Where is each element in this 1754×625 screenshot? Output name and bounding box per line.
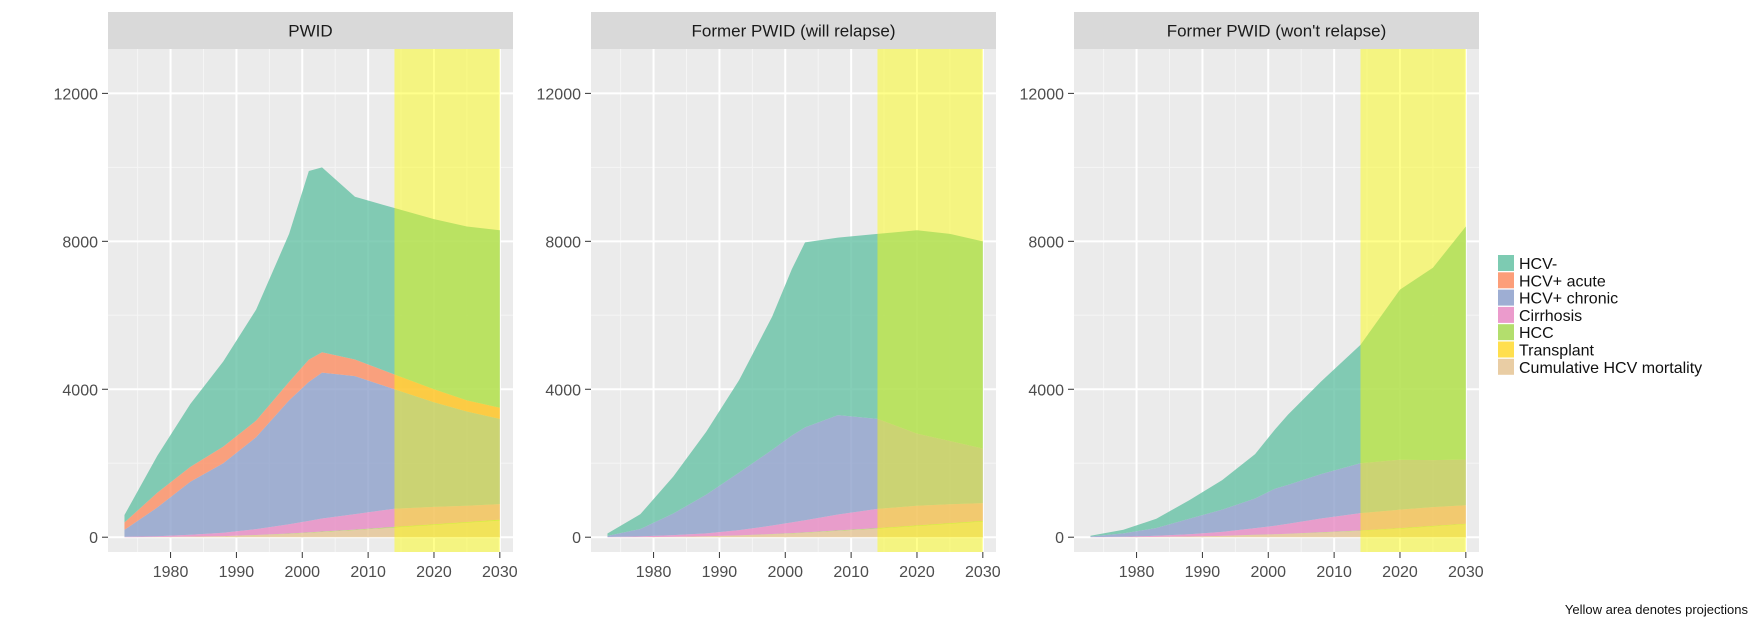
y-tick-label: 12000 — [54, 86, 99, 103]
x-tick-label: 2010 — [350, 564, 386, 581]
area-cirrhosis — [124, 504, 500, 538]
projection-overlay — [394, 49, 500, 552]
y-tick-label: 4000 — [1028, 382, 1064, 399]
x-tick-label: 2010 — [1316, 564, 1352, 581]
x-tick-label: 2000 — [767, 564, 803, 581]
legend-key — [1498, 324, 1514, 341]
y-tick-label: 12000 — [1020, 86, 1065, 103]
x-tick-label: 2020 — [416, 564, 452, 581]
area-hcv-chronic — [124, 372, 500, 537]
x-tick-label: 1990 — [1185, 564, 1221, 581]
facet-panel-1: PWID 0 4000 8000 12000 1980 1990 2000 2010 2020 20… — [54, 12, 518, 581]
facet-strip — [108, 12, 513, 49]
legend-item: HCC — [1498, 324, 1554, 342]
area-cumulative-hcv-mortality — [1090, 524, 1466, 538]
area-hcv-chronic — [1090, 459, 1466, 538]
x-tick-label: 2030 — [482, 564, 518, 581]
legend-item: Transplant — [1498, 341, 1595, 360]
y-tick-label: 0 — [1055, 530, 1064, 547]
y-tick-label: 4000 — [545, 382, 581, 399]
x-tick-label: 2030 — [965, 564, 1001, 581]
facet-title: PWID — [288, 22, 332, 41]
x-tick-label: 1980 — [1119, 564, 1155, 581]
legend-key — [1498, 289, 1514, 306]
legend-item: Cirrhosis — [1498, 306, 1582, 325]
x-tick-label: 2020 — [899, 564, 935, 581]
area-hcv — [124, 167, 500, 523]
legend-label: Transplant — [1519, 343, 1595, 360]
legend-item: HCV+ chronic — [1498, 289, 1618, 308]
projection-caption: Yellow area denotes projections — [1565, 602, 1749, 617]
legend-label: HCV+ chronic — [1519, 291, 1618, 308]
legend-label: HCV+ acute — [1519, 273, 1606, 290]
facet-panel-2: Former PWID (will relapse) 0 4000 8000 12000… — [537, 12, 1001, 581]
legend-label: HCV- — [1519, 256, 1557, 273]
x-tick-label: 2010 — [833, 564, 869, 581]
area-hcv — [607, 230, 983, 536]
x-tick-label: 1980 — [636, 564, 672, 581]
x-tick-label: 2030 — [1448, 564, 1484, 581]
x-tick-label: 1990 — [702, 564, 738, 581]
legend-item: HCV+ acute — [1498, 272, 1606, 290]
area-cirrhosis — [607, 503, 983, 538]
y-tick-label: 4000 — [62, 382, 98, 399]
facet-panel-3: Former PWID (won't relapse) 0 4000 8000 1200… — [1020, 12, 1484, 581]
y-tick-label: 8000 — [62, 234, 98, 251]
y-tick-label: 8000 — [545, 234, 581, 251]
facet-title: Former PWID (will relapse) — [691, 22, 895, 41]
area-cirrhosis — [1090, 505, 1466, 538]
x-tick-label: 1980 — [153, 564, 189, 581]
y-tick-label: 0 — [89, 530, 98, 547]
legend-label: HCC — [1519, 325, 1554, 342]
x-tick-label: 2000 — [284, 564, 320, 581]
y-tick-label: 12000 — [537, 86, 582, 103]
projection-overlay — [1360, 49, 1466, 552]
facet-strip — [1074, 12, 1479, 49]
x-tick-label: 2020 — [1382, 564, 1418, 581]
legend-item: Cumulative HCV mortality — [1498, 358, 1702, 377]
area-cumulative-hcv-mortality — [607, 521, 983, 538]
legend-key — [1498, 341, 1514, 358]
legend-key — [1498, 272, 1514, 289]
y-tick-label: 8000 — [1028, 234, 1064, 251]
x-tick-label: 2000 — [1250, 564, 1286, 581]
legend-key — [1498, 255, 1514, 271]
area-hcv — [1090, 226, 1466, 537]
legend-key — [1498, 358, 1514, 375]
area-cumulative-hcv-mortality — [124, 520, 500, 538]
legend-label: Cirrhosis — [1519, 308, 1582, 325]
y-tick-label: 0 — [572, 530, 581, 547]
projection-overlay — [877, 49, 983, 552]
x-tick-label: 1990 — [219, 564, 255, 581]
legend-key — [1498, 306, 1514, 323]
facet-strip — [591, 12, 996, 49]
facet-title: Former PWID (won't relapse) — [1167, 22, 1387, 41]
legend-label: Cumulative HCV mortality — [1519, 360, 1702, 377]
area-hcv-chronic — [607, 415, 983, 538]
legend-item: HCV- — [1498, 255, 1557, 273]
